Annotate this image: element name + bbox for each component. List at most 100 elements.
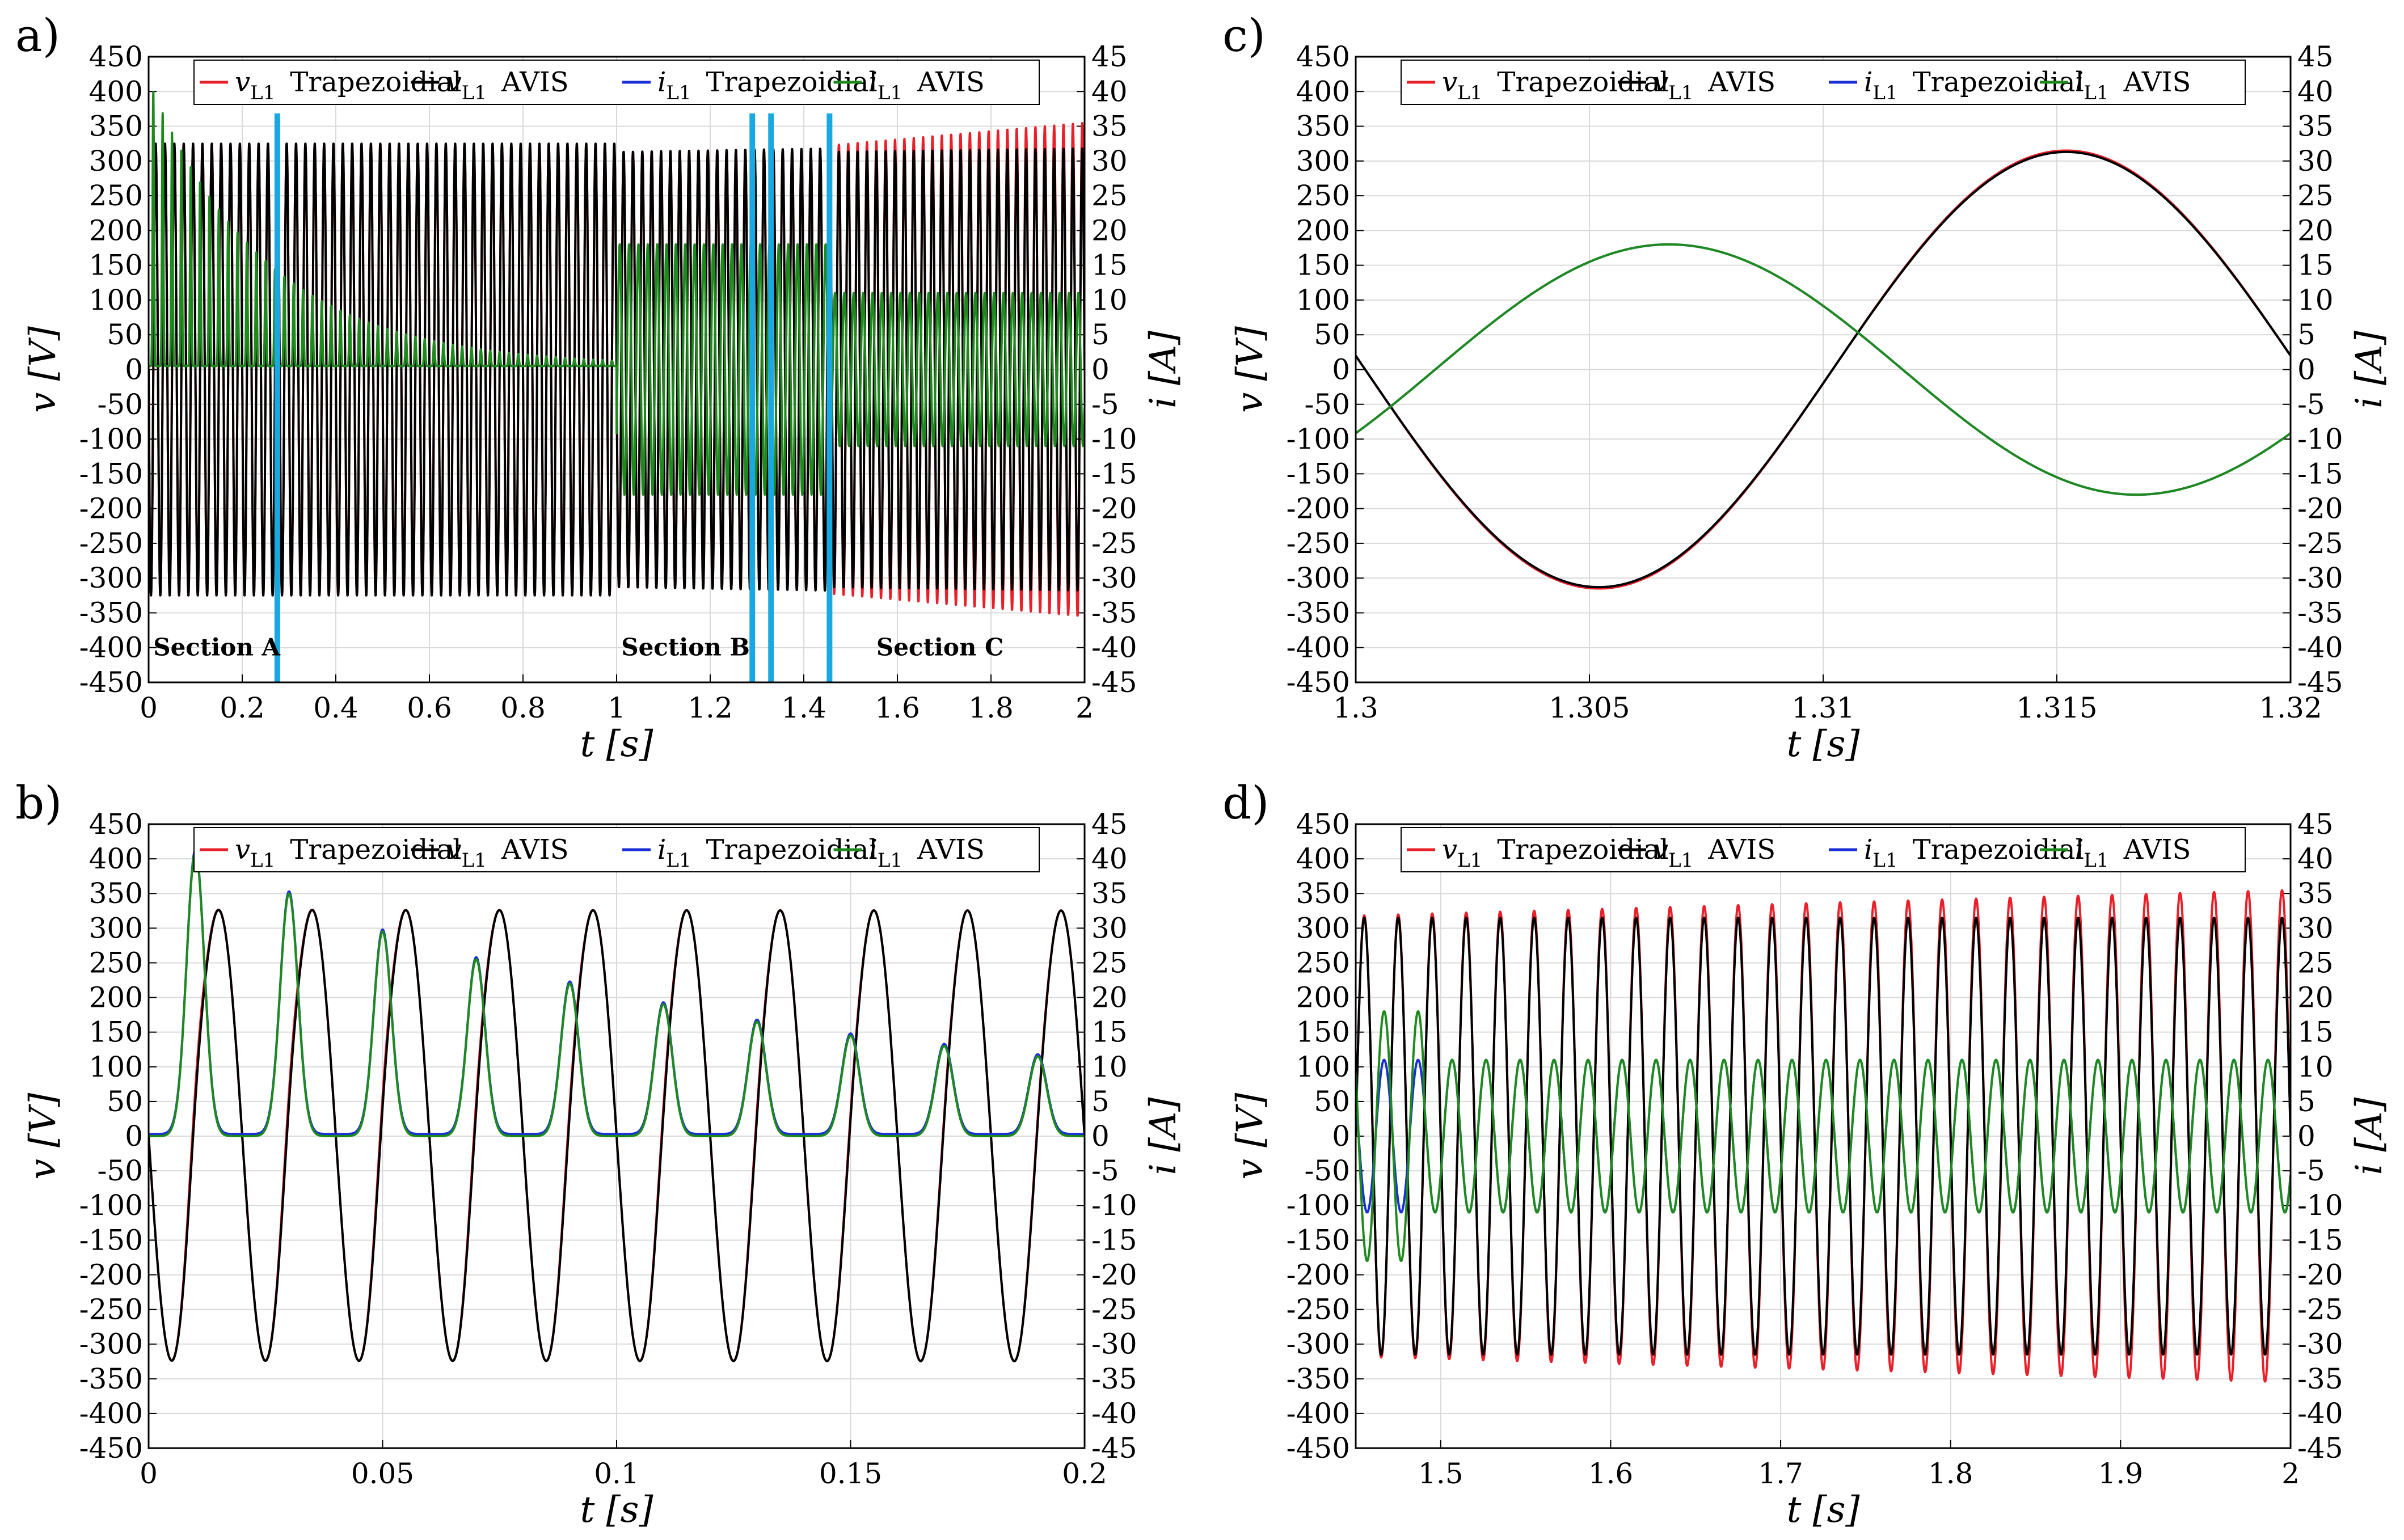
x-tick-label: 2: [2281, 1457, 2300, 1490]
legend-entry: vL1 Trapezoidial: [1442, 834, 1669, 872]
y-tick-label: -250: [1287, 1293, 1350, 1326]
y-tick-label: -200: [79, 492, 143, 525]
y2-tick-label: -25: [2297, 1293, 2343, 1326]
x-tick-label: 1.305: [1549, 691, 1630, 724]
y2-tick-label: 0: [2297, 353, 2316, 386]
y-tick-label: 0: [1332, 353, 1350, 386]
y2-tick-label: 35: [1091, 877, 1128, 910]
y2-tick-label: 40: [2297, 842, 2334, 875]
x-axis-label: t [s]: [1787, 723, 1861, 765]
y2-tick-label: 45: [2297, 40, 2334, 73]
x-tick-label: 1.4: [781, 691, 826, 724]
legend-subscript: L1: [2084, 849, 2108, 872]
y2-tick-label: -5: [1091, 388, 1119, 421]
plot-frame: [147, 823, 1086, 1449]
y2-tick-label: 35: [2297, 110, 2334, 143]
y-tick-label: 400: [1296, 842, 1350, 875]
y-tick-label: -150: [79, 457, 143, 490]
y2-tick-label: -45: [1091, 666, 1137, 699]
panel-b: 450400350300250200150100500-50-100-150-2…: [15, 777, 1184, 1531]
legend-subscript: L1: [1668, 849, 1693, 872]
y-tick-label: -250: [1287, 527, 1350, 560]
y-tick-label: -150: [1287, 457, 1350, 490]
y2-tick-label: 30: [2297, 145, 2334, 178]
series-line-avis_i: [1356, 1010, 2291, 1262]
legend-entry: vL1 AVIS: [446, 66, 569, 104]
y-tick-label: -400: [79, 631, 143, 664]
plot-frame: [1355, 56, 2292, 683]
y-tick-label: 150: [1296, 249, 1350, 282]
y2-tick-label: 0: [1091, 353, 1110, 386]
y2-tick-label: 10: [2297, 1050, 2334, 1083]
y2-tick-label: 10: [2297, 284, 2334, 317]
y2-tick-label: -15: [1091, 1223, 1137, 1256]
x-tick-label: 1.8: [1928, 1457, 1973, 1490]
y-tick-label: -400: [1287, 631, 1350, 664]
y2-tick-label: -35: [1091, 1362, 1137, 1395]
y2-tick-label: 15: [2297, 1016, 2334, 1049]
x-tick-label: 0.15: [819, 1457, 882, 1490]
panel-label: a): [15, 9, 60, 62]
legend-subscript: L1: [666, 82, 691, 104]
legend-box: [193, 60, 1040, 105]
section-label: Section A: [153, 634, 281, 661]
x-tick-label: 0.2: [220, 691, 265, 724]
y-tick-label: -100: [1287, 1189, 1350, 1222]
legend-method: AVIS: [1707, 834, 1775, 866]
y2-tick-label: 5: [1091, 318, 1110, 351]
y-tick-label: 200: [89, 981, 143, 1014]
panel-label: b): [15, 777, 62, 829]
y-tick-label: 50: [107, 318, 143, 351]
y-tick-label: -300: [1287, 1328, 1350, 1361]
y-axis-label: v [V]: [22, 1092, 64, 1180]
section-label: Section C: [876, 634, 1004, 661]
series-line-avis_i: [149, 91, 1085, 496]
x-tick-label: 0.8: [500, 691, 546, 724]
y-tick-label: -100: [79, 1189, 143, 1222]
y2-tick-label: 20: [1091, 981, 1128, 1014]
legend-entry: vL1 AVIS: [446, 834, 569, 872]
y2-tick-label: 10: [1091, 284, 1128, 317]
y-tick-label: 450: [1296, 808, 1350, 841]
y2-tick-label: 5: [1091, 1085, 1110, 1118]
legend-method: AVIS: [917, 834, 985, 866]
y2-tick-label: 25: [1091, 179, 1128, 212]
y2-tick-label: 0: [2297, 1120, 2316, 1153]
y2-tick-label: 25: [1091, 946, 1128, 979]
y-tick-label: 350: [1296, 877, 1350, 910]
y-tick-label: -200: [1287, 492, 1350, 525]
y2-tick-label: 15: [1091, 1016, 1128, 1049]
y2-tick-label: 35: [1091, 110, 1128, 143]
y2-tick-label: -10: [2297, 1189, 2343, 1222]
y-tick-label: 300: [89, 145, 143, 178]
panel-a: 450400350300250200150100500-50-100-150-2…: [15, 9, 1184, 765]
y2-axis-label: i [A]: [1142, 330, 1184, 408]
y2-tick-label: 10: [1091, 1050, 1128, 1083]
y2-tick-label: -40: [1091, 1397, 1137, 1430]
plot-frame: [1355, 823, 2292, 1449]
y2-tick-label: 20: [2297, 981, 2334, 1014]
y2-tick-label: -5: [2297, 388, 2325, 421]
y2-tick-label: 30: [1091, 912, 1128, 944]
legend-entry: iL1 AVIS: [869, 834, 985, 872]
y2-axis-label: i [A]: [2348, 330, 2390, 408]
y2-tick-label: 25: [2297, 179, 2334, 212]
legend-subscript: L1: [250, 849, 275, 872]
y-tick-label: -350: [1287, 596, 1350, 629]
series-group: [149, 849, 1085, 1362]
legend-symbol: i: [1864, 66, 1872, 98]
x-tick-label: 0: [140, 691, 158, 724]
y-tick-label: 200: [89, 214, 143, 247]
legend-entry: vL1 Trapezoidial: [235, 834, 462, 872]
y2-axis-label: i [A]: [1142, 1096, 1184, 1175]
y2-tick-label: 45: [1091, 808, 1128, 841]
x-tick-label: 0.4: [313, 691, 359, 724]
series-group: [1356, 889, 2291, 1383]
legend-subscript: L1: [666, 849, 691, 872]
y2-tick-label: -40: [2297, 631, 2343, 664]
y-axis-label: v [V]: [1229, 1092, 1271, 1180]
legend-box: [1401, 827, 2246, 872]
y-tick-label: 0: [125, 353, 143, 386]
